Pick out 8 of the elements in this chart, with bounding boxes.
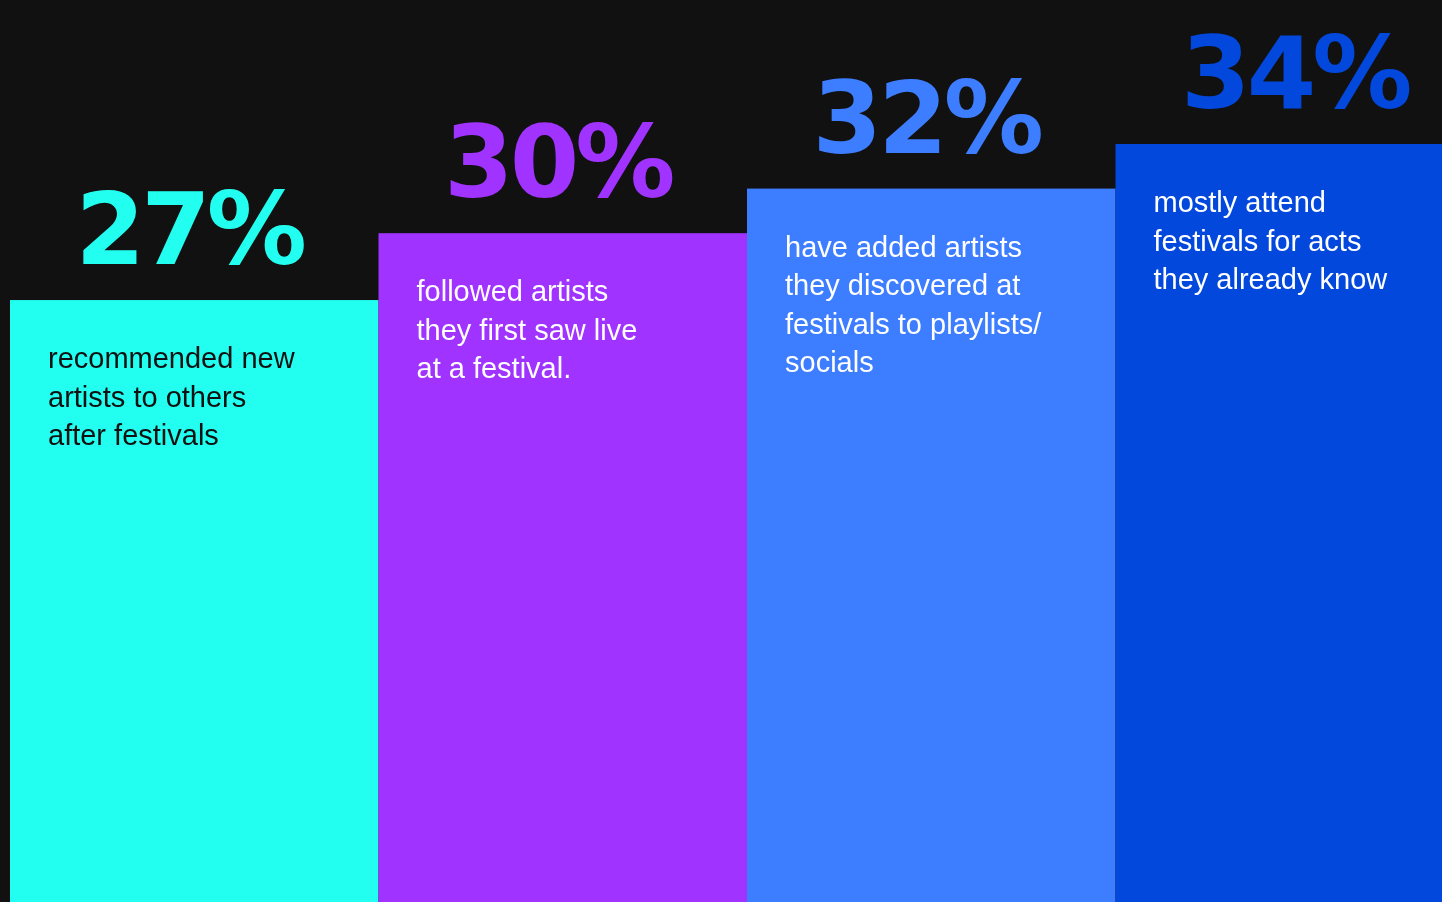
- data-label: 32%: [812, 59, 1042, 177]
- x-tick-label: mostly attend festivals for acts they already know: [1153, 186, 1389, 295]
- x-tick-label: have added artists they discovered at festivals to playlists/ socials: [785, 230, 1043, 379]
- x-tick-label: followed artists they first saw live at a festival.: [416, 275, 638, 385]
- x-tick-label: recommended new artists to others after festivals: [48, 342, 296, 452]
- data-label: 34%: [1181, 15, 1411, 132]
- data-label: 27%: [75, 171, 305, 289]
- data-label: 30%: [444, 104, 674, 222]
